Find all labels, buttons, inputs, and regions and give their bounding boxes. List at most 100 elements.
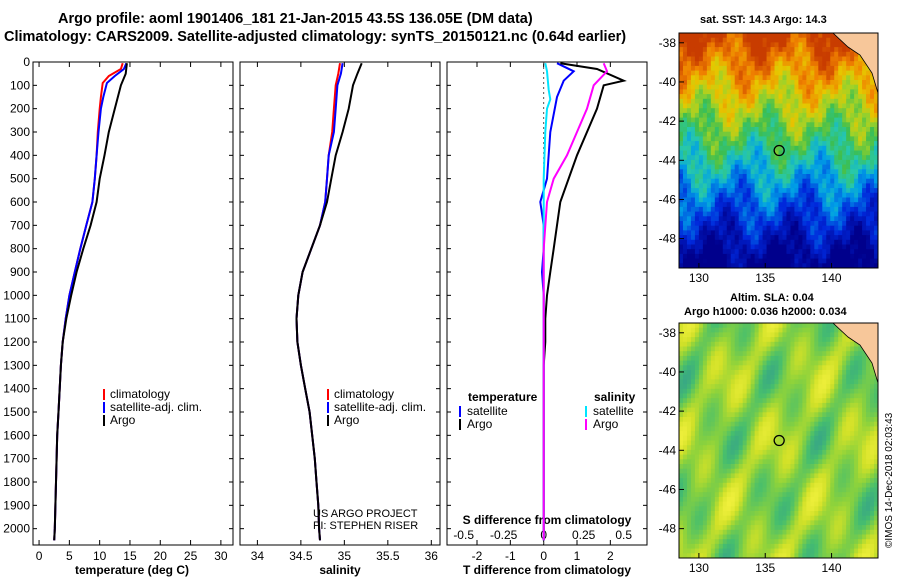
map-cell <box>818 525 823 531</box>
map-cell <box>814 431 819 437</box>
map-cell <box>826 496 831 503</box>
map-cell <box>742 426 748 432</box>
map-cell <box>698 327 704 333</box>
map-cell <box>718 33 724 39</box>
map-cell <box>774 388 779 394</box>
map-cell <box>710 183 716 189</box>
map-cell <box>682 393 688 399</box>
map-cell <box>718 150 724 156</box>
map-cell <box>842 370 847 376</box>
map-cell <box>690 108 696 114</box>
map-cell <box>822 145 827 151</box>
map-cell <box>830 108 835 114</box>
map-cell <box>726 421 732 427</box>
map-cell <box>746 131 752 137</box>
map-cell <box>718 374 724 380</box>
map-cell <box>682 332 688 338</box>
map-cell <box>694 239 700 245</box>
map-cell <box>806 473 811 479</box>
map-cell <box>802 103 807 109</box>
map-cell <box>806 131 811 137</box>
map-cell <box>770 421 776 427</box>
map-cell <box>858 360 863 366</box>
map-cell <box>686 464 692 470</box>
map-cell <box>734 65 740 72</box>
map-cell <box>766 426 772 432</box>
map-cell <box>866 393 871 399</box>
map-cell <box>722 445 728 451</box>
map-cell <box>762 178 768 184</box>
map-cell <box>690 174 696 180</box>
map-cell <box>690 244 696 250</box>
map-cell <box>822 37 827 43</box>
map-cell <box>754 33 760 39</box>
map-cell <box>822 323 827 329</box>
map-cell <box>818 108 823 114</box>
map-cell <box>698 225 704 231</box>
map-cell <box>730 492 736 498</box>
map-cell <box>814 145 819 151</box>
map-cell <box>810 511 815 517</box>
map-cell <box>679 464 684 470</box>
map-cell <box>762 197 768 203</box>
map-cell <box>806 169 811 175</box>
map-cell <box>694 402 700 409</box>
map-cell <box>778 249 783 255</box>
map-cell <box>870 501 875 507</box>
map-cell <box>782 56 787 62</box>
map-cell <box>818 80 823 86</box>
map-cell <box>694 327 700 333</box>
map-cell <box>754 61 760 67</box>
map-cell <box>782 435 787 441</box>
map-cell <box>746 192 752 198</box>
map-cell <box>750 323 756 329</box>
map-cell <box>850 393 855 399</box>
map-cell <box>842 478 847 484</box>
map-cell <box>830 225 835 231</box>
map-cell <box>710 379 716 385</box>
map-cell <box>834 145 839 151</box>
map-cell <box>786 103 791 109</box>
x-tick-label: 25 <box>184 549 198 563</box>
map-cell <box>778 323 783 329</box>
map-cell <box>774 70 779 76</box>
map-cell <box>734 112 740 119</box>
map-cell <box>734 341 740 347</box>
map-cell <box>850 374 855 380</box>
map-cell <box>714 327 720 333</box>
map-cell <box>830 127 835 133</box>
map-cell <box>790 131 795 137</box>
map-cell <box>706 459 712 465</box>
map-cell <box>870 117 875 123</box>
map-cell <box>838 360 843 366</box>
map-cell <box>758 33 764 39</box>
map-cell <box>722 398 728 404</box>
map-cell <box>686 473 692 479</box>
map-cell <box>706 412 712 418</box>
map-cell <box>758 492 764 498</box>
map-cell <box>874 239 879 245</box>
map-cell <box>682 459 688 465</box>
map-cell <box>790 75 795 81</box>
map-cell <box>806 164 811 170</box>
map-cell <box>694 454 700 460</box>
map-cell <box>830 473 835 479</box>
map-cell <box>798 51 803 57</box>
map-cell <box>766 51 772 57</box>
map-cell <box>830 459 835 465</box>
map-cell <box>858 431 863 437</box>
map-cell <box>870 384 875 390</box>
map-cell <box>846 496 851 503</box>
map-cell <box>850 202 855 208</box>
map-cell <box>790 145 795 151</box>
map-cell <box>762 98 768 104</box>
map-cell <box>802 501 807 507</box>
map-cell <box>690 117 696 123</box>
map-cell <box>746 435 752 441</box>
map-cell <box>846 249 851 255</box>
map-cell <box>862 221 867 227</box>
map-cell <box>862 511 867 517</box>
map-cell <box>710 230 716 236</box>
map-cell <box>766 197 772 203</box>
map-cell <box>814 150 819 156</box>
